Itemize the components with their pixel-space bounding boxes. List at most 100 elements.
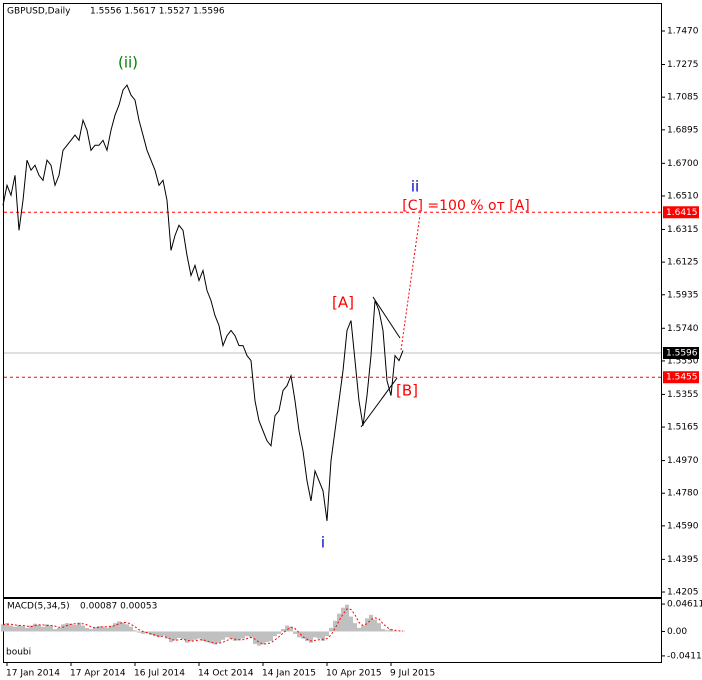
macd-bar: [345, 604, 349, 632]
macd-bar: [337, 613, 341, 632]
macd-bar: [1, 624, 5, 632]
y-tick-label: 1.6700: [667, 159, 699, 169]
price-frame: [3, 3, 662, 598]
macd-bar: [57, 627, 61, 632]
macd-bar: [353, 623, 357, 632]
y-tick-label: 1.6895: [667, 125, 699, 135]
chart-title: GBPUSD,Daily: [7, 7, 71, 17]
macd-bar: [129, 626, 133, 632]
macd-bar: [153, 631, 157, 637]
macd-bar: [69, 623, 73, 632]
macd-bar: [17, 624, 21, 632]
macd-bar: [157, 631, 161, 638]
macd-label: boubi: [6, 648, 31, 658]
macd-bar: [93, 627, 97, 632]
macd-bar: [101, 626, 105, 632]
y-tick-label: 1.5740: [667, 324, 699, 334]
macd-bar: [45, 624, 49, 632]
macd-bar: [41, 626, 45, 632]
y-tick-label: 1.4590: [667, 521, 699, 531]
macd-bar: [341, 607, 345, 632]
macd-bar: [201, 631, 205, 641]
wave-label: [A]: [332, 294, 354, 312]
macd-bar: [393, 630, 397, 632]
macd-bar: [181, 631, 185, 640]
macd-bar: [325, 631, 329, 637]
macd-bar: [165, 631, 169, 639]
level-box: [663, 206, 699, 219]
macd-bar: [297, 631, 301, 638]
macd-bar: [5, 623, 9, 632]
macd-bar: [109, 625, 113, 632]
macd-bar: [77, 622, 81, 632]
x-tick-label: 14 Jan 2015: [262, 669, 316, 679]
macd-bar: [301, 631, 305, 639]
macd-bar: [357, 627, 361, 632]
level-label: 1.5596: [666, 349, 698, 359]
macd-bar: [125, 624, 129, 632]
macd-bar: [133, 630, 137, 632]
macd-bar: [177, 631, 181, 638]
level-box: [663, 347, 699, 360]
macd-bar: [257, 631, 261, 646]
macd-bar: [9, 625, 13, 632]
projection-line: [400, 214, 421, 351]
macd-bar: [381, 629, 385, 632]
wave-label: i: [321, 534, 325, 552]
macd-bar: [21, 626, 25, 632]
macd-bar: [205, 631, 209, 643]
macd-bar: [285, 625, 289, 632]
y-tick-label: 1.4395: [667, 555, 699, 565]
macd-bar: [169, 631, 173, 643]
macd-bar: [197, 631, 201, 639]
macd-bar: [241, 631, 245, 639]
macd-bar: [213, 631, 217, 645]
macd-bar: [73, 624, 77, 632]
macd-bar: [309, 631, 313, 643]
macd-bar: [141, 631, 145, 634]
macd-bar: [245, 631, 249, 637]
macd-bar: [361, 625, 365, 632]
macd-bar: [61, 624, 65, 632]
macd-bar: [385, 630, 389, 632]
wave-label: (ii): [118, 54, 138, 72]
x-tick-label: 10 Apr 2015: [326, 669, 382, 679]
macd-bar: [305, 631, 309, 641]
macd-bar: [281, 629, 285, 632]
macd-bar: [113, 623, 117, 632]
macd-bar: [277, 631, 281, 634]
y-tick-label: 1.5935: [667, 290, 699, 300]
macd-bar: [249, 631, 253, 638]
macd-bar: [225, 631, 229, 638]
level-label: 1.6415: [666, 208, 698, 218]
triangle-line: [360, 377, 398, 428]
macd-bar: [53, 629, 57, 632]
y-tick-label: 1.5355: [667, 390, 699, 400]
x-tick-label: 16 Jul 2014: [134, 669, 185, 679]
macd-bar: [253, 631, 257, 644]
macd-bar: [29, 625, 33, 632]
y-tick-label: 1.6125: [667, 258, 699, 268]
macd-bar: [49, 625, 53, 632]
macd-bar: [185, 631, 189, 643]
y-tick-label: 1.4780: [667, 489, 699, 499]
macd-bar: [221, 631, 225, 640]
ohlc-values: 1.5556 1.5617 1.5527 1.5596: [90, 7, 225, 17]
macd-bar: [81, 625, 85, 632]
macd-bar: [13, 626, 17, 632]
y-tick-label: 1.7275: [667, 60, 699, 70]
y-tick-label: 1.4970: [667, 456, 699, 466]
series-line: [2, 608, 403, 645]
macd-bar: [349, 616, 353, 632]
y-tick-label: 1.7470: [667, 27, 699, 37]
macd-bar: [149, 631, 153, 636]
triangle-line: [372, 296, 401, 339]
y-tick-label: 1.5165: [667, 423, 699, 433]
macd-bar: [193, 631, 197, 640]
x-tick-label: 17 Apr 2014: [70, 669, 126, 679]
level-box: [663, 371, 699, 384]
macd-title: MACD(5,34,5): [7, 602, 70, 612]
macd-bar: [265, 631, 269, 643]
y-tick-label: 0.04611: [667, 600, 702, 610]
